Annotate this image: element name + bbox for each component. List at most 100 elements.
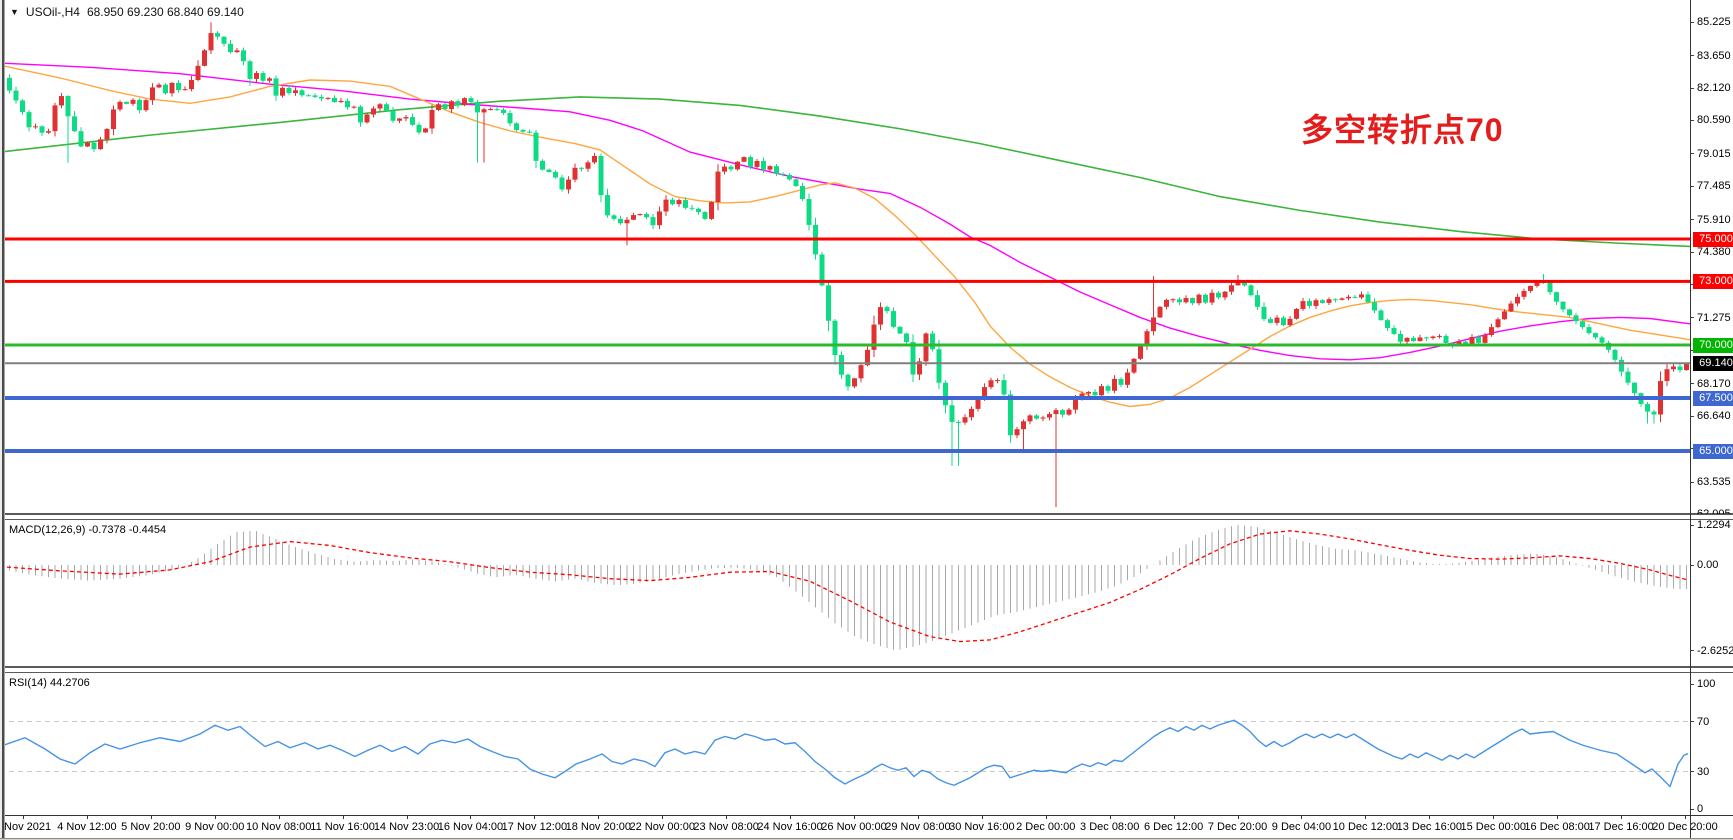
rsi-panel[interactable]: RSI(14) 44.2706 100 70 30 0	[0, 673, 1733, 816]
rsi-tick-mark	[1690, 721, 1694, 722]
time-label: 5 Nov 20:00	[121, 821, 181, 833]
time-tick-mark	[150, 816, 152, 819]
price-tick-mark	[1690, 21, 1694, 23]
time-label: 7 Dec 20:00	[1207, 821, 1268, 833]
price-tick-mark	[1690, 317, 1694, 319]
time-tick-mark	[534, 816, 536, 819]
panel-splitter-rsi[interactable]	[0, 667, 1733, 673]
time-tick-mark	[1685, 816, 1686, 819]
rsi-tick-mark	[1690, 683, 1694, 685]
window-left-border	[0, 0, 2, 840]
time-tick-mark	[1365, 816, 1367, 819]
price-tick-label: 83.650	[1697, 49, 1731, 62]
time-tick-mark	[662, 816, 664, 819]
time-label: 13 Dec 16:00	[1396, 821, 1463, 833]
price-tick-label: 80.590	[1697, 114, 1731, 127]
price-tick-label: 66.640	[1697, 410, 1731, 423]
time-tick-mark	[1557, 816, 1559, 819]
time-tick-mark	[23, 816, 24, 819]
price-tick-label: 74.380	[1697, 246, 1731, 259]
price-level-badge-67500: 67.500	[1693, 390, 1733, 406]
time-label: 16 Dec 08:00	[1524, 821, 1590, 833]
price-tick-mark	[1690, 185, 1694, 187]
symbol-title: USOil-,H4	[25, 5, 80, 19]
price-level-badge-73000: 73.000	[1693, 273, 1733, 289]
price-tick-label: 75.910	[1697, 213, 1731, 226]
time-tick-mark	[1493, 816, 1495, 819]
candlestick-chart-canvas[interactable]	[0, 0, 1733, 513]
time-tick-mark	[1173, 816, 1175, 819]
price-tick-mark	[1690, 119, 1694, 121]
price-tick-mark	[1690, 284, 1694, 286]
price-tick-label: 71.275	[1697, 311, 1731, 324]
time-label: 29 Nov 08:00	[885, 821, 951, 833]
time-label: 17 Nov 12:00	[501, 821, 568, 833]
time-label: 10 Nov 08:00	[245, 821, 312, 833]
macd-tick-mark	[1690, 564, 1694, 566]
price-tick-mark	[1690, 87, 1694, 89]
time-label: 3 Dec 08:00	[1080, 821, 1140, 833]
time-label: 17 Dec 16:00	[1588, 821, 1654, 833]
price-tick-mark	[1690, 55, 1694, 57]
ohlc-readout: 68.950 69.230 68.840 69.140	[86, 5, 244, 19]
window-left-border-light	[4, 0, 5, 840]
time-tick-mark	[1045, 816, 1047, 819]
window-bottom-edge	[0, 838, 1733, 840]
time-tick-mark	[1237, 816, 1239, 819]
price-level-badge-75000: 75.000	[1693, 231, 1733, 247]
symbol-dropdown-icon[interactable]: ▼	[10, 7, 19, 17]
time-label: 14 Nov 23:00	[373, 821, 440, 833]
time-tick-mark	[278, 816, 280, 819]
time-tick-mark	[981, 816, 983, 819]
macd-panel[interactable]: MACD(12,26,9) -0.7378 -0.4454 1.2294 0.00…	[0, 519, 1733, 667]
price-tick-mark	[1690, 153, 1694, 155]
macd-tick-label: 1.2294	[1697, 519, 1731, 531]
macd-tick-label: -2.6252	[1697, 644, 1733, 657]
time-tick-mark	[470, 816, 472, 819]
price-tick-mark	[1690, 383, 1694, 385]
time-tick-mark	[917, 816, 919, 819]
price-tick-label: 79.015	[1697, 147, 1731, 160]
time-label: 9 Nov 00:00	[185, 821, 245, 833]
rsi-tick-label: 0	[1697, 803, 1704, 815]
time-tick-mark	[406, 816, 408, 819]
chart-title-bar: ▼ USOil-,H4 68.950 69.230 68.840 69.140	[10, 5, 244, 19]
time-tick-mark	[854, 816, 855, 819]
window-left-border-dark	[2, 0, 4, 840]
price-tick-label: 82.120	[1697, 82, 1731, 95]
main-price-panel[interactable]: 85.225 83.650 82.120 80.590 79.015 77.485 75.9…	[0, 0, 1733, 520]
time-label: 2 Dec 00:00	[1016, 821, 1076, 833]
time-label: 26 Nov 00:00	[821, 821, 887, 833]
price-level-badge-70000: 70.000	[1693, 337, 1733, 353]
time-tick-mark	[86, 816, 88, 819]
price-tick-mark	[1690, 481, 1694, 483]
time-label: 4 Nov 12:00	[57, 821, 117, 833]
time-tick-mark	[726, 816, 728, 819]
axis-border-line	[1690, 0, 1691, 838]
price-level-badge-69140: 69.140	[1693, 355, 1733, 371]
price-tick-label: 63.535	[1697, 476, 1731, 489]
time-label: 15 Dec 00:00	[1460, 821, 1526, 833]
time-tick-mark	[1301, 816, 1303, 819]
rsi-tick-label: 30	[1697, 765, 1710, 778]
annotation-text: 多空转折点70	[1301, 112, 1504, 148]
price-tick-label: 77.485	[1697, 180, 1731, 193]
price-tick-mark	[1690, 415, 1694, 417]
time-label: 30 Nov 16:00	[949, 821, 1015, 833]
price-tick-label: 85.225	[1697, 16, 1731, 29]
time-label: 11 Nov 16:00	[310, 821, 375, 833]
time-tick-mark	[342, 816, 344, 819]
time-tick-mark	[790, 816, 792, 819]
panel-splitter-macd[interactable]	[0, 514, 1733, 520]
time-tick-mark	[1429, 816, 1431, 819]
rsi-tick-label: 100	[1697, 678, 1716, 690]
rsi-label: RSI(14) 44.2706	[9, 677, 90, 689]
time-tick-mark	[1621, 816, 1623, 819]
macd-chart-canvas[interactable]	[0, 520, 1733, 666]
macd-tick-label: 0.00	[1697, 559, 1719, 571]
time-label: 6 Dec 12:00	[1143, 821, 1204, 833]
rsi-chart-canvas[interactable]	[0, 673, 1733, 815]
macd-tick-mark	[1690, 524, 1694, 526]
rsi-tick-mark	[1690, 808, 1694, 810]
time-axis[interactable]: 3 Nov 2021 4 Nov 12:00 5 Nov 20:00 9 Nov 00…	[0, 816, 1733, 838]
